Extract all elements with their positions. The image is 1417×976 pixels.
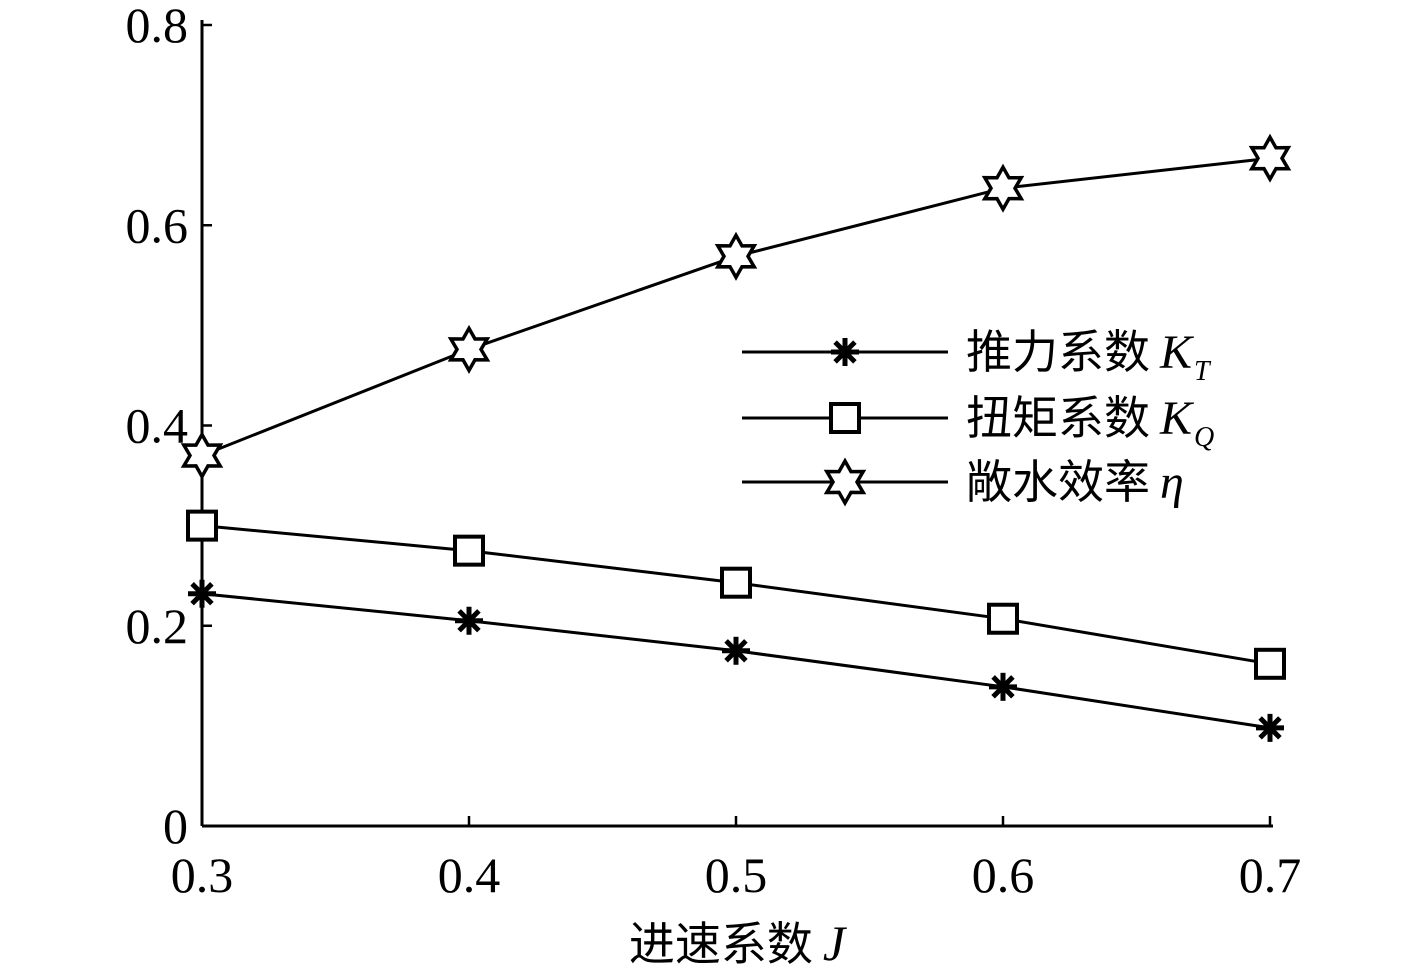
axes: 0 0.2 0.4 0.6 0.8 0.3 0.4 0.5 0.6 0.7	[126, 0, 1302, 903]
y-tick-label: 0.4	[126, 398, 189, 454]
data-point	[188, 579, 216, 608]
series-star	[180, 133, 1292, 481]
data-point	[180, 430, 224, 481]
y-tick-label: 0.8	[126, 0, 189, 53]
legend-item: 扭矩系数 KQ	[742, 391, 1214, 453]
x-tick-label: 0.7	[1239, 847, 1302, 903]
x-axis-label: 进速系数	[629, 917, 813, 971]
legend-marker	[823, 457, 867, 507]
x-tick-label: 0.4	[438, 847, 501, 903]
legend-label: 推力系数 KT	[966, 325, 1212, 387]
data-point	[447, 324, 491, 374]
series-layer	[180, 133, 1292, 742]
data-point	[989, 672, 1017, 701]
legend-name: 推力系数	[966, 325, 1150, 379]
data-point	[722, 636, 750, 665]
data-point	[720, 566, 752, 599]
legend-item: 敞水效率 η	[742, 455, 1184, 509]
legend-name: 扭矩系数	[966, 391, 1150, 445]
legend-subscript: Q	[1194, 422, 1214, 453]
legend-name: 敞水效率	[966, 455, 1150, 509]
legend-symbol: K	[1159, 326, 1195, 379]
y-tick-label: 0.6	[126, 197, 189, 253]
legend-marker	[831, 338, 859, 366]
y-tick-label: 0	[163, 798, 188, 854]
x-tick-label: 0.5	[705, 847, 768, 903]
legend-item: 推力系数 KT	[742, 325, 1212, 387]
y-tick-label: 0.2	[126, 598, 189, 654]
x-axis-symbol: J	[823, 915, 848, 971]
data-point	[1256, 713, 1284, 742]
legend-symbol: K	[1159, 392, 1195, 445]
data-point	[455, 606, 483, 635]
x-tick-label: 0.6	[972, 847, 1035, 903]
data-point	[981, 163, 1025, 213]
legend-symbol: η	[1160, 456, 1184, 509]
series-asterisk	[188, 579, 1284, 742]
x-tick-label: 0.3	[171, 847, 234, 903]
data-point	[1248, 133, 1292, 183]
legend-label: 敞水效率 η	[966, 455, 1184, 509]
data-point	[1254, 647, 1286, 680]
series-square	[186, 509, 1286, 680]
legend-marker	[829, 402, 861, 434]
legend-label: 扭矩系数 KQ	[966, 391, 1214, 453]
data-point	[987, 602, 1019, 635]
legend-subscript: T	[1194, 356, 1212, 387]
x-axis-title: 进速系数 J	[629, 915, 848, 971]
data-point	[714, 231, 758, 281]
data-point	[453, 534, 485, 567]
data-point	[186, 509, 218, 542]
